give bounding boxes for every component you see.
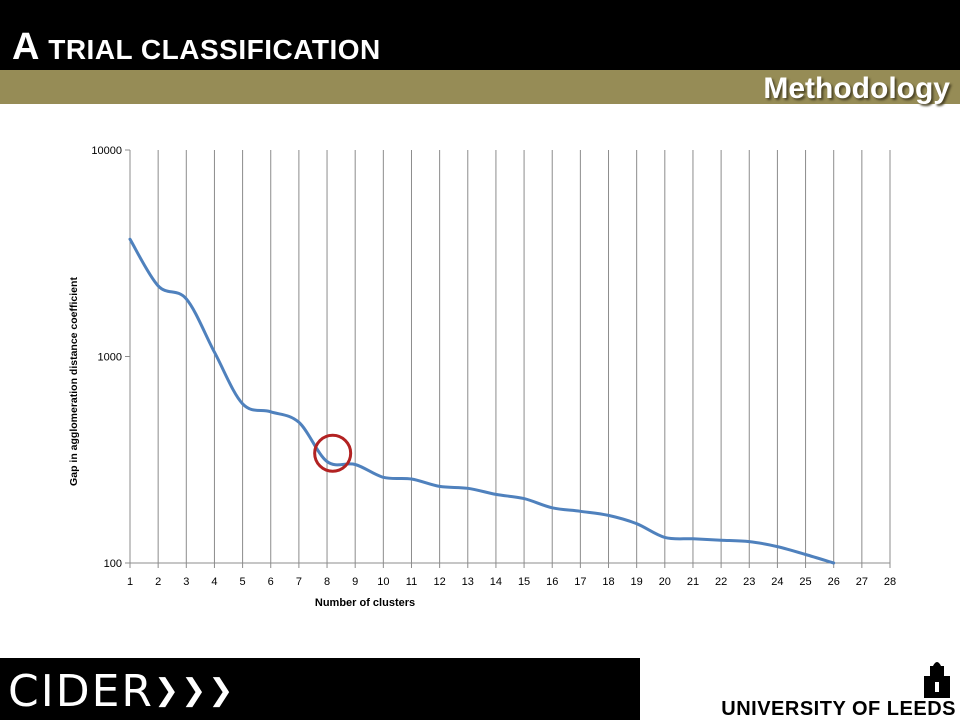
y-axis-title: Gap in agglomeration distance coefficien… bbox=[68, 277, 80, 486]
x-tick-label: 13 bbox=[462, 576, 474, 588]
x-tick-label: 1 bbox=[127, 576, 133, 588]
x-tick-label: 8 bbox=[324, 576, 330, 588]
subtitle-bar bbox=[0, 70, 960, 104]
x-tick-label: 15 bbox=[518, 576, 530, 588]
x-tick-label: 14 bbox=[490, 576, 502, 588]
x-tick-label: 24 bbox=[771, 576, 783, 588]
y-tick-label: 10000 bbox=[91, 145, 122, 157]
elbow-highlight-circle bbox=[313, 433, 353, 473]
footer: CIDER❯❯❯ UNIVERSITY OF LEEDS bbox=[0, 658, 960, 720]
x-tick-label: 20 bbox=[659, 576, 671, 588]
slide-subtitle: Methodology bbox=[763, 72, 950, 105]
title-bar bbox=[0, 0, 960, 70]
x-axis-title: Number of clusters bbox=[315, 597, 415, 609]
slide-title-rest: TRIAL CLASSIFICATION bbox=[48, 34, 381, 65]
series-line bbox=[128, 237, 836, 565]
x-tick-label: 22 bbox=[715, 576, 727, 588]
y-tick-label: 1000 bbox=[98, 352, 122, 364]
x-tick-label: 28 bbox=[884, 576, 896, 588]
x-tick-label: 18 bbox=[602, 576, 614, 588]
chevron-arrows-icon: ❯❯❯ bbox=[153, 673, 236, 708]
slide-title: A TRIAL CLASSIFICATION bbox=[12, 26, 381, 69]
x-tick-label: 27 bbox=[856, 576, 868, 588]
x-tick-label: 4 bbox=[211, 576, 217, 588]
footer-logo-band: CIDER❯❯❯ bbox=[0, 658, 640, 720]
x-tick-label: 5 bbox=[240, 576, 246, 588]
x-tick-label: 25 bbox=[799, 576, 811, 588]
x-tick-label: 2 bbox=[155, 576, 161, 588]
slide-title-initial: A bbox=[12, 26, 40, 68]
x-tick-label: 17 bbox=[574, 576, 586, 588]
x-tick-label: 10 bbox=[377, 576, 389, 588]
cider-logo: CIDER❯❯❯ bbox=[8, 666, 236, 717]
y-tick-label: 100 bbox=[104, 558, 122, 570]
x-tick-label: 12 bbox=[434, 576, 446, 588]
x-tick-label: 26 bbox=[828, 576, 840, 588]
x-tick-label: 9 bbox=[352, 576, 358, 588]
x-tick-label: 7 bbox=[296, 576, 302, 588]
x-tick-label: 23 bbox=[743, 576, 755, 588]
university-of-leeds-logo-text: UNIVERSITY OF LEEDS bbox=[721, 698, 956, 720]
x-tick-label: 11 bbox=[406, 576, 417, 588]
x-tick-label: 19 bbox=[631, 576, 643, 588]
x-tick-label: 3 bbox=[183, 576, 189, 588]
x-tick-label: 6 bbox=[268, 576, 274, 588]
x-tick-label: 16 bbox=[546, 576, 558, 588]
leeds-tower-icon bbox=[924, 662, 950, 698]
x-tick-label: 21 bbox=[687, 576, 699, 588]
